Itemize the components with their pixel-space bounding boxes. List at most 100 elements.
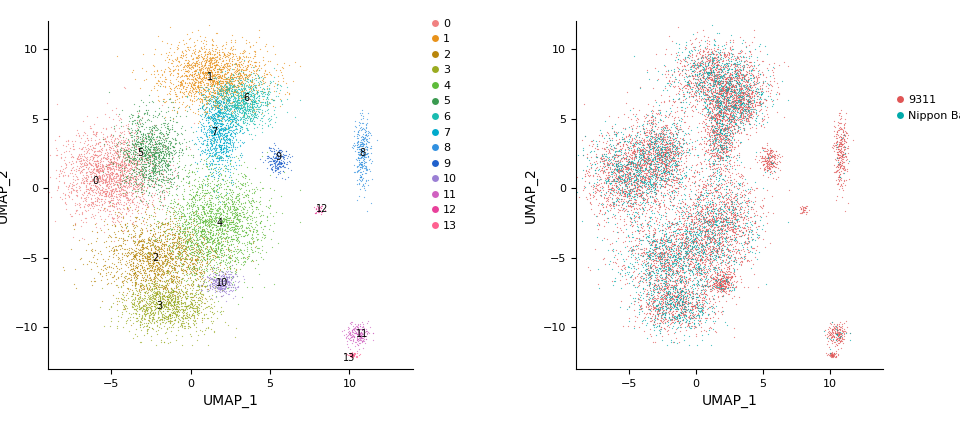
Point	[121, 161, 136, 167]
9311	[720, 53, 735, 60]
Point	[91, 174, 107, 181]
9311	[636, 162, 651, 168]
Point	[128, 282, 143, 288]
Point	[196, 125, 211, 131]
Point	[222, 207, 237, 214]
Point	[62, 170, 78, 176]
9311	[829, 325, 845, 332]
9311	[588, 153, 604, 159]
9311	[650, 275, 665, 282]
Nippon Barre	[642, 193, 658, 200]
Nippon Barre	[621, 191, 636, 198]
9311	[751, 102, 766, 109]
Point	[160, 301, 176, 308]
9311	[628, 184, 643, 191]
9311	[674, 209, 689, 215]
Nippon Barre	[722, 94, 737, 101]
Point	[193, 303, 208, 310]
Point	[348, 324, 363, 331]
Point	[140, 133, 156, 139]
Nippon Barre	[656, 198, 671, 205]
Point	[220, 87, 235, 94]
Point	[140, 243, 156, 250]
9311	[690, 97, 706, 104]
9311	[703, 278, 718, 285]
Nippon Barre	[685, 231, 701, 238]
Point	[209, 70, 225, 77]
9311	[730, 80, 745, 86]
9311	[705, 212, 720, 219]
9311	[726, 119, 741, 126]
9311	[685, 43, 701, 50]
Point	[276, 65, 291, 72]
9311	[621, 177, 636, 184]
Point	[230, 97, 246, 103]
Point	[206, 114, 222, 121]
9311	[646, 282, 661, 288]
9311	[641, 247, 657, 254]
Point	[153, 315, 168, 322]
9311	[654, 255, 669, 262]
Point	[144, 123, 159, 129]
9311	[633, 302, 648, 309]
9311	[725, 226, 740, 232]
Point	[126, 271, 141, 277]
9311	[662, 236, 678, 243]
Nippon Barre	[698, 272, 713, 279]
Point	[209, 98, 225, 105]
Nippon Barre	[621, 160, 636, 167]
Nippon Barre	[620, 198, 636, 204]
Nippon Barre	[715, 71, 731, 78]
Nippon Barre	[723, 137, 738, 143]
9311	[661, 167, 677, 174]
Point	[127, 269, 142, 276]
9311	[661, 219, 677, 226]
Point	[247, 94, 262, 100]
Point	[213, 292, 228, 299]
9311	[690, 265, 706, 272]
9311	[717, 201, 732, 208]
9311	[719, 64, 734, 71]
Point	[344, 333, 359, 340]
Point	[347, 127, 362, 134]
9311	[637, 173, 653, 180]
Point	[98, 163, 113, 170]
9311	[590, 226, 606, 233]
9311	[661, 307, 677, 314]
Nippon Barre	[602, 141, 617, 148]
Point	[156, 170, 171, 177]
9311	[669, 299, 684, 306]
9311	[766, 162, 781, 169]
Point	[182, 234, 198, 241]
9311	[707, 153, 722, 159]
Point	[191, 214, 206, 221]
9311	[684, 243, 700, 250]
Point	[149, 256, 164, 263]
Point	[156, 284, 171, 290]
Point	[85, 168, 101, 175]
9311	[626, 204, 641, 211]
Point	[218, 189, 233, 195]
Point	[132, 145, 147, 151]
9311	[633, 306, 648, 312]
Point	[92, 163, 108, 170]
Point	[98, 186, 113, 193]
Point	[163, 263, 179, 270]
Point	[187, 256, 203, 263]
9311	[679, 243, 694, 250]
9311	[709, 131, 725, 138]
9311	[645, 143, 660, 150]
Point	[143, 245, 158, 251]
9311	[644, 109, 660, 116]
9311	[696, 261, 711, 268]
9311	[716, 85, 732, 92]
Point	[157, 252, 173, 259]
Point	[244, 118, 259, 125]
9311	[603, 164, 618, 170]
Point	[147, 164, 162, 171]
Point	[92, 206, 108, 213]
Point	[236, 114, 252, 121]
Point	[229, 72, 245, 79]
Point	[111, 155, 127, 162]
Point	[104, 158, 119, 165]
